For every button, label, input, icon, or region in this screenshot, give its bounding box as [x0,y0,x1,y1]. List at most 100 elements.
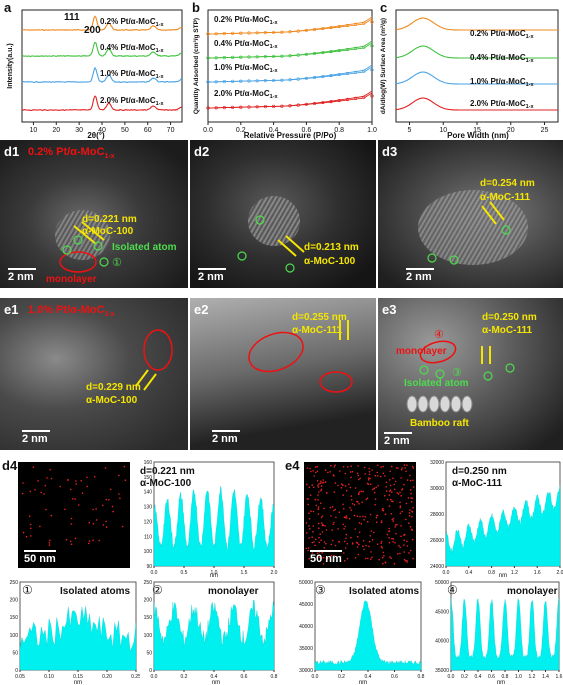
xrd-legend-sub: 1-x [156,74,165,80]
eds-dot [86,485,88,488]
p2-ytick-label: 250 [144,580,153,586]
p1-ytick-label: 200 [10,598,19,604]
bet-series-line [207,90,373,109]
eds-dot [314,498,316,501]
profile-isolated-atoms-3: ③ Isolated atoms 0.0 0.2 0.4 0.6 0.8 30000 350… [299,580,425,685]
eds-dot [374,474,377,477]
bet-point [362,69,366,73]
eds-dot [388,527,390,530]
eds-dot [398,544,400,547]
eds-dot [392,541,394,543]
eds-dot [383,555,385,557]
p1-ytick-label: 50 [12,650,18,656]
eds-dot [322,479,324,481]
eds-dot [333,509,335,512]
eds-dot [88,540,91,542]
bet-chart: 0.2% Pt/α-MoC1-x 0.4% Pt/α-MoC1-x 1.0% Pt/… [193,9,377,140]
bet-legend-sub: 1-x [270,20,279,26]
eds-dot [317,522,320,525]
eds-dot [69,540,72,543]
bet-xtick-label: 0.6 [302,127,312,134]
eds-dot [317,508,320,510]
monolayer-ellipse [59,251,97,273]
eds-dot [342,466,345,468]
bet-point [354,70,358,74]
bet-xlabel: Relative Pressure (P/Po) [244,131,337,140]
d1-monolayer-label: monolayer [46,274,97,285]
eds-dot [75,483,78,485]
p1-xtick-label: 0.20 [102,674,112,680]
d2-plane: α-MoC-100 [304,256,356,267]
d1-isolated-label: Isolated atom [112,242,177,253]
bet-point [230,31,235,36]
bet-point [370,68,374,72]
eds-dot [409,549,412,552]
bet-point [214,106,218,110]
d4-ytick-label: 110 [144,534,152,540]
eds-dot [388,530,390,533]
eds-dot [368,467,371,470]
eds-dot [373,491,376,494]
xrd-series-line [21,66,183,84]
eds-dot [370,530,373,532]
p1-xtick-label: 0.25 [131,674,140,680]
bet-point [247,55,251,59]
eds-dot [311,552,314,554]
eds-dot [374,498,377,500]
d1-scale-bar: 2 nm [8,268,36,283]
eds-dot [408,552,410,554]
eds-dot [388,505,391,507]
eds-dot [305,547,307,550]
eds-dot [327,471,329,474]
eds-dot [309,467,311,470]
eds-dot [344,472,347,475]
pore-series-line [395,45,558,59]
eds-dot [324,525,326,527]
bet-xtick-label: 0.8 [334,127,344,134]
eds-dot [360,523,363,525]
eds-dot [358,478,360,481]
eds-dot [358,491,361,493]
xrd-legend-label: 0.2% Pt/α-MoC1-x [100,17,164,28]
eds-dot [376,543,379,545]
xrd-series-line [21,41,183,58]
eds-dot [365,544,367,547]
p3-ytick-label: 40000 [299,624,313,630]
eds-dot [364,473,366,475]
eds-dot [369,483,372,486]
p4-xtick-label: 1.6 [556,674,563,680]
eds-dot [406,540,408,543]
bet-xtick-label: 0.2 [236,127,246,134]
eds-dot [382,509,385,512]
p2-xtick-label: 0.8 [271,674,278,680]
eds-dot [399,505,402,507]
bet-point [329,25,333,30]
pore-legend-label: 0.4% Pt/α-MoC1-x [470,53,534,64]
eds-dot [356,500,358,503]
bet-point [362,45,366,49]
panel-label-d4: d4 [2,458,18,473]
bet-point [296,103,300,107]
eds-dot [380,521,383,524]
eds-dot [409,489,412,491]
eds-dot [48,544,51,546]
bet-point [321,50,325,55]
eds-dot [400,495,402,497]
eds-dot [403,551,405,553]
bet-legend-label: 0.2% Pt/α-MoC1-x [214,15,278,26]
bet-point [312,101,317,106]
eds-dot [374,504,376,506]
e4-xtick-label: 0.8 [488,570,495,576]
eds-dot [413,486,415,488]
eds-dot [379,475,382,478]
eds-dot [357,474,360,477]
eds-dot [358,543,360,546]
panel-label-e4: e4 [285,458,300,473]
eds-dot [326,557,329,560]
eds-dot [105,526,108,528]
eds-dot [119,497,121,500]
eds-dot [102,524,105,526]
eds-dot [330,515,332,517]
eds-dot [92,523,95,525]
eds-dot [397,553,399,555]
